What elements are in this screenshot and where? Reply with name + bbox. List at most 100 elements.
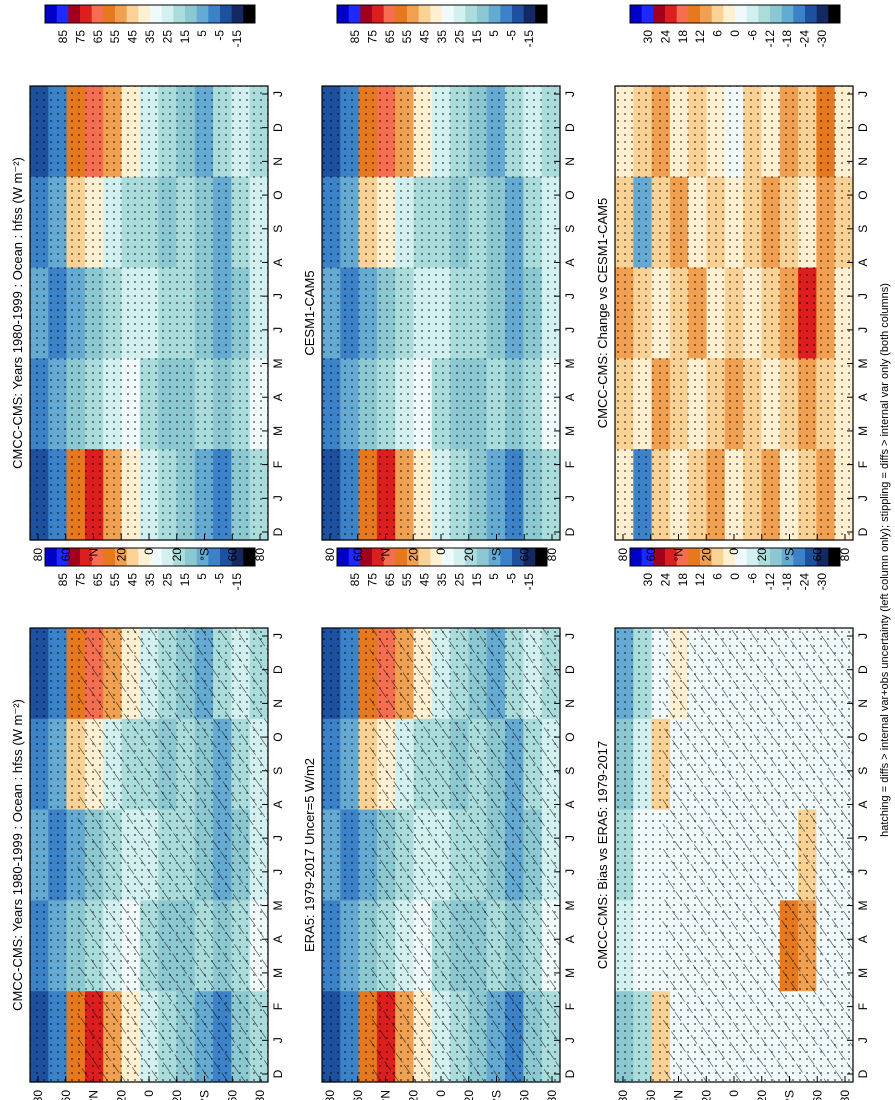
x-tick-label: D	[856, 123, 870, 132]
colorbar-frame	[629, 4, 841, 24]
colorbar-swatch	[828, 5, 841, 23]
colorbar-label: 25	[452, 573, 466, 587]
x-tick-label: J	[563, 495, 577, 501]
colorbar-swatch	[103, 5, 116, 23]
colorbar-label: 85	[56, 30, 70, 44]
y-tick-label: 60	[59, 1090, 73, 1100]
colorbar-label: 55	[400, 30, 414, 44]
colorbar-swatch	[700, 548, 713, 566]
x-tick-label: J	[563, 633, 577, 639]
colorbar-p2: 85 75 65 55 45 35 25 15 5 -5 -15	[336, 547, 548, 591]
colorbar-label: 35	[435, 573, 449, 587]
stippling	[322, 86, 560, 540]
colorbar-frame	[44, 547, 256, 567]
x-tick-label: O	[563, 732, 577, 741]
colorbar-swatch	[80, 5, 93, 23]
colorbar-label: -30	[815, 573, 829, 591]
colorbar-label: 12	[693, 573, 707, 587]
colorbar-swatch	[407, 5, 420, 23]
colorbar-swatch	[372, 5, 385, 23]
colorbar-label: -6	[745, 573, 759, 584]
colorbar-label: 30	[641, 573, 655, 587]
colorbar-swatch	[383, 5, 396, 23]
colorbar-label: 25	[160, 573, 174, 587]
x-tick-label: A	[856, 258, 870, 266]
colorbar-swatch	[45, 548, 58, 566]
y-tick-label: 60	[517, 1090, 531, 1100]
y-tick-label: 80	[545, 1090, 559, 1100]
colorbar-label: -24	[798, 573, 812, 591]
x-tick-label: J	[563, 835, 577, 841]
panel-p3: 80 60 °N 20 0 20 °S 60 80 D J F M A M J J A S O N D J CMCC-CMS:…	[595, 627, 870, 1100]
y-tick-label: 60	[644, 1090, 658, 1100]
colorbar-label: 5	[195, 30, 209, 37]
x-tick-label: N	[271, 699, 285, 708]
y-tick-label: 0	[727, 1090, 741, 1097]
colorbar-swatch	[56, 5, 69, 23]
colorbar-swatch	[641, 548, 654, 566]
y-tick-label: 60	[225, 1090, 239, 1100]
colorbar-swatch	[161, 5, 174, 23]
x-tick-label: F	[271, 1003, 285, 1010]
colorbar-label: 55	[400, 573, 414, 587]
y-tick-label: 20	[406, 1090, 420, 1100]
colorbar-label: -18	[780, 30, 794, 48]
colorbar-swatch	[653, 548, 666, 566]
colorbar-swatch	[781, 548, 794, 566]
colorbar-swatch	[630, 5, 643, 23]
colorbar-swatch	[828, 548, 841, 566]
colorbar-label: 85	[348, 573, 362, 587]
colorbar-swatch	[185, 5, 198, 23]
y-tick-label: 20	[406, 548, 420, 562]
colorbar-swatch	[337, 5, 350, 23]
colorbar-label: 65	[91, 30, 105, 44]
x-tick-label: A	[856, 935, 870, 943]
y-tick-label: 80	[323, 548, 337, 562]
colorbar-label: -15	[522, 573, 536, 591]
x-tick-label: D	[856, 1069, 870, 1078]
colorbar-swatch	[653, 5, 666, 23]
y-tick-label: 60	[225, 548, 239, 562]
colorbar-swatch	[770, 548, 783, 566]
x-tick-label: A	[271, 800, 285, 808]
colorbar-label: 75	[73, 573, 87, 587]
x-tick-label: M	[271, 359, 285, 369]
y-tick-label: 0	[142, 548, 156, 555]
x-tick-label: M	[563, 901, 577, 911]
y-tick-label: °N	[87, 548, 101, 561]
panel-title: CMCC-CMS: Years 1980-1999 : Ocean : hfss…	[10, 157, 25, 469]
y-tick-label: 0	[434, 1090, 448, 1097]
colorbar-swatch	[395, 5, 408, 23]
x-tick-label: M	[856, 426, 870, 436]
x-tick-label: O	[856, 190, 870, 199]
x-tick-label: F	[563, 461, 577, 468]
colorbar-swatch	[442, 5, 455, 23]
y-tick-label: 60	[810, 548, 824, 562]
x-tick-label: N	[271, 157, 285, 166]
y-tick-label: 20	[170, 548, 184, 562]
colorbar-swatch	[535, 548, 548, 566]
x-tick-label: A	[563, 800, 577, 808]
colorbar-swatch	[115, 5, 128, 23]
colorbar-label: 65	[383, 573, 397, 587]
colorbar-label: -15	[230, 30, 244, 48]
colorbar-label: 65	[91, 573, 105, 587]
y-tick-label: 0	[142, 1090, 156, 1097]
x-tick-label: S	[856, 767, 870, 775]
y-tick-label: 20	[755, 548, 769, 562]
colorbar-label: 25	[452, 30, 466, 44]
x-tick-label: J	[856, 633, 870, 639]
colorbar-swatch	[68, 5, 81, 23]
x-tick-label: M	[856, 901, 870, 911]
y-tick-label: 80	[616, 1090, 630, 1100]
x-tick-label: A	[271, 258, 285, 266]
colorbar-swatch	[816, 5, 829, 23]
colorbar-label: 75	[73, 30, 87, 44]
y-tick-label: 80	[545, 548, 559, 562]
colorbar-swatch	[161, 548, 174, 566]
colorbar-label: 85	[56, 573, 70, 587]
colorbar-swatch	[700, 5, 713, 23]
y-tick-label: 60	[644, 548, 658, 562]
y-tick-label: 20	[114, 1090, 128, 1100]
colorbar-swatch	[173, 5, 186, 23]
